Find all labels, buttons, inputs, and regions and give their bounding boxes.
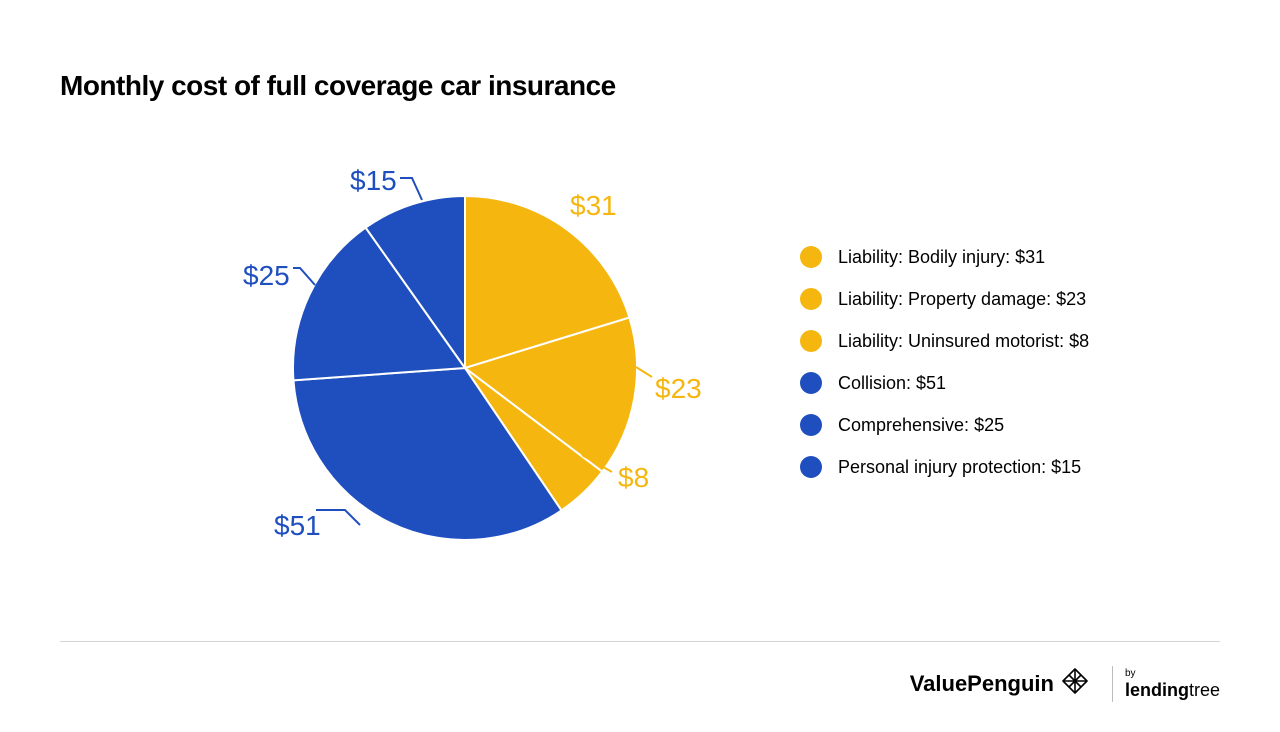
legend-swatch-comprehensive [800,414,822,436]
chart-title: Monthly cost of full coverage car insura… [60,70,1220,102]
legend-swatch-personal_injury_protection [800,456,822,478]
leader-liability_property_damage [636,367,652,377]
leader-collision [316,510,360,525]
brand-divider [1112,666,1113,702]
legend-swatch-collision [800,372,822,394]
brand-lendingtree: by lendingtree [1125,669,1220,699]
legend-label-liability_bodily_injury: Liability: Bodily injury: $31 [838,247,1045,268]
legend-swatch-liability_property_damage [800,288,822,310]
content-row: $31 $23 $8 $51 $25 $15 Liability: Bodily inju… [60,152,1220,582]
legend-row-personal_injury_protection: Personal injury protection: $15 [800,456,1089,478]
legend: Liability: Bodily injury: $31 Liability: … [760,236,1089,498]
legend-label-liability_property_damage: Liability: Property damage: $23 [838,289,1086,310]
brand-name-light: tree [1189,680,1220,700]
legend-swatch-liability_bodily_injury [800,246,822,268]
brand-by-text: by [1125,669,1220,679]
slice-label-liability_property_damage: $23 [655,373,702,405]
legend-label-comprehensive: Comprehensive: $25 [838,415,1004,436]
leader-personal_injury_protection [400,178,422,200]
brand-name-bold: lending [1125,680,1189,700]
pie-chart: $31 $23 $8 $51 $25 $15 [60,152,760,582]
penguin-diamond-icon [1060,666,1090,702]
legend-row-liability_bodily_injury: Liability: Bodily injury: $31 [800,246,1089,268]
footer-divider [60,641,1220,642]
legend-row-comprehensive: Comprehensive: $25 [800,414,1089,436]
slice-label-liability_uninsured_motorist: $8 [618,462,649,494]
brand-valuepenguin-text: ValuePenguin [910,671,1054,697]
slice-label-personal_injury_protection: $15 [350,165,397,197]
brand-valuepenguin: ValuePenguin [910,666,1090,702]
legend-label-collision: Collision: $51 [838,373,946,394]
brand-lendingtree-text: lendingtree [1125,681,1220,699]
slice-label-comprehensive: $25 [243,260,290,292]
legend-label-personal_injury_protection: Personal injury protection: $15 [838,457,1081,478]
legend-row-collision: Collision: $51 [800,372,1089,394]
legend-label-liability_uninsured_motorist: Liability: Uninsured motorist: $8 [838,331,1089,352]
slice-label-liability_bodily_injury: $31 [570,190,617,222]
slice-label-collision: $51 [274,510,321,542]
footer: ValuePenguin by lendingtree [910,666,1220,702]
legend-swatch-liability_uninsured_motorist [800,330,822,352]
leader-comprehensive [293,268,315,285]
legend-row-liability_property_damage: Liability: Property damage: $23 [800,288,1089,310]
legend-row-liability_uninsured_motorist: Liability: Uninsured motorist: $8 [800,330,1089,352]
